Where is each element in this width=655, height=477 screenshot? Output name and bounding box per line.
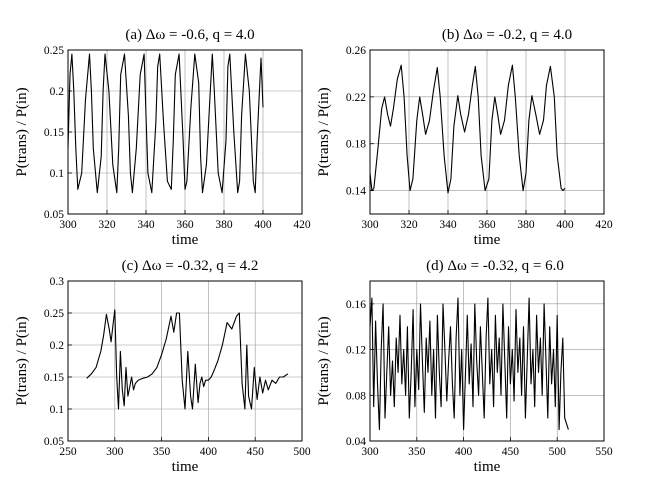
chart-title-b: (b) Δω = -0.2, q = 4.0 — [442, 27, 572, 43]
y-axis-label-c: P(trans) / P(in) — [14, 316, 30, 405]
chart-title-c: (c) Δω = -0.32, q = 4.2 — [122, 258, 259, 274]
y-tick-label: 0.15 — [44, 127, 64, 139]
x-tick-label: 420 — [595, 219, 613, 231]
x-tick-label: 420 — [293, 219, 311, 231]
y-tick-label: 0.3 — [50, 276, 65, 288]
x-tick-label: 550 — [595, 446, 613, 458]
y-tick-label: 0.15 — [44, 372, 64, 384]
x-tick-label: 320 — [98, 219, 116, 231]
chart-panel-b: 300 320 340 360 380 400 420 0.14 0.18 0.22 0.26 (b)… — [316, 27, 613, 248]
plot-frame-c — [67, 280, 303, 442]
y-tick-label: 0.05 — [44, 209, 64, 221]
y-tick-label: 0.14 — [346, 186, 366, 198]
y-tick-label: 0.1 — [50, 168, 65, 180]
chart-panel-c: 250 300 350 400 450 500 0.05 0.1 0.15 0.2 0.25 0.3 (… — [14, 258, 311, 475]
x-tick-label: 300 — [361, 219, 379, 231]
y-tick-label: 0.12 — [346, 345, 366, 357]
plot-frame-b — [369, 49, 605, 215]
x-tick-label: 340 — [439, 219, 457, 231]
x-tick-label: 360 — [478, 219, 496, 231]
y-tick-label: 0.18 — [346, 139, 366, 151]
x-tick-label: 500 — [293, 446, 311, 458]
x-tick-label: 400 — [254, 219, 272, 231]
x-axis-label-d: time — [474, 459, 501, 475]
y-tick-label: 0.26 — [346, 45, 366, 57]
x-tick-label: 380 — [517, 219, 535, 231]
plot-frame-d — [369, 280, 605, 442]
x-tick-label: 380 — [215, 219, 233, 231]
x-tick-label: 400 — [556, 219, 574, 231]
series-line-d — [369, 297, 569, 431]
plot-frame-a — [67, 49, 303, 215]
x-tick-label: 400 — [200, 446, 218, 458]
y-tick-label: 0.04 — [346, 436, 366, 448]
chart-panel-a: 300 320 340 360 380 400 420 0.05 0.1 0.15 0.2 0.25 (… — [14, 27, 311, 248]
x-tick-label: 320 — [400, 219, 418, 231]
x-tick-label: 300 — [361, 446, 379, 458]
chart-title-a: (a) Δω = -0.6, q = 4.0 — [125, 27, 254, 43]
x-tick-label: 340 — [137, 219, 155, 231]
y-axis-label-b: P(trans) / P(in) — [316, 87, 332, 176]
series-line-c — [86, 309, 289, 410]
y-tick-label: 0.1 — [50, 404, 65, 416]
x-tick-label: 500 — [549, 446, 567, 458]
series-line-b — [369, 64, 566, 194]
y-axis-label-d: P(trans) / P(in) — [316, 316, 332, 405]
chart-panel-d: 300 350 400 450 500 550 0.04 0.08 0.12 0.16 (d) Δω… — [316, 258, 613, 475]
x-tick-label: 450 — [247, 446, 265, 458]
x-axis-label-b: time — [474, 232, 501, 248]
x-axis-label-a: time — [172, 232, 199, 248]
x-tick-label: 300 — [59, 219, 77, 231]
y-tick-label: 0.05 — [44, 436, 64, 448]
y-tick-label: 0.25 — [44, 45, 64, 57]
y-tick-label: 0.25 — [44, 308, 64, 320]
x-tick-label: 300 — [106, 446, 124, 458]
x-axis-label-c: time — [172, 459, 199, 475]
y-axis-label-a: P(trans) / P(in) — [14, 87, 30, 176]
chart-title-d: (d) Δω = -0.32, q = 6.0 — [426, 258, 564, 274]
x-tick-label: 250 — [59, 446, 77, 458]
y-tick-label: 0.2 — [50, 86, 65, 98]
y-tick-label: 0.22 — [346, 92, 366, 104]
y-tick-label: 0.16 — [346, 299, 366, 311]
x-tick-label: 400 — [455, 446, 473, 458]
x-tick-label: 350 — [153, 446, 171, 458]
x-tick-label: 350 — [408, 446, 426, 458]
series-line-a — [67, 53, 264, 194]
y-tick-label: 0.2 — [50, 340, 65, 352]
y-tick-label: 0.08 — [346, 390, 366, 402]
x-tick-label: 450 — [502, 446, 520, 458]
x-tick-label: 360 — [176, 219, 194, 231]
